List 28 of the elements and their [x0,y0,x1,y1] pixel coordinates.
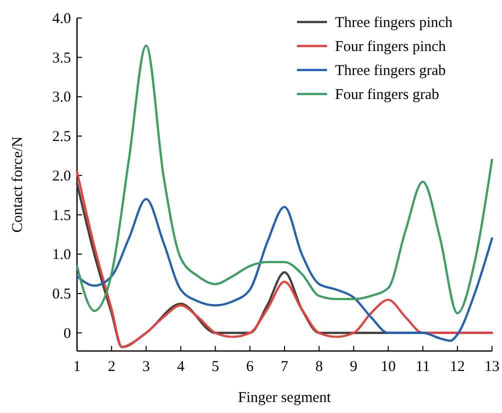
x-tick-label: 9 [350,359,358,375]
y-tick-label: 4.0 [52,11,71,27]
y-tick-label: 0 [64,326,71,342]
legend-label: Three fingers pinch [335,15,453,31]
y-axis-title: Contact force/N [10,136,26,233]
y-tick-label: 2.5 [52,129,71,146]
x-tick-label: 12 [450,359,465,375]
legend-label: Four fingers pinch [335,39,446,55]
x-axis-title: Finger segment [238,390,332,406]
y-tick-label: 2.0 [52,168,71,184]
x-tick-label: 1 [73,359,81,375]
x-tick-label: 6 [246,359,254,375]
y-tick-label: 1.5 [52,208,71,224]
x-tick-label: 13 [484,359,500,375]
x-tick-label: 7 [280,359,289,375]
x-tick-label: 10 [380,359,396,375]
x-tick-label: 8 [315,359,323,375]
y-tick-label: 1.0 [52,247,71,264]
x-tick-label: 11 [416,359,430,375]
x-tick-label: 4 [177,359,185,375]
y-tick-label: 0.5 [52,286,71,303]
legend-label: Four fingers grab [335,87,440,103]
x-tick-label: 3 [142,359,150,375]
y-tick-label: 3.5 [52,50,71,66]
y-tick-label: 3.0 [52,90,71,106]
x-tick-label: 2 [108,359,116,375]
x-tick-label: 5 [212,359,220,375]
legend-label: Three fingers grab [335,63,446,79]
